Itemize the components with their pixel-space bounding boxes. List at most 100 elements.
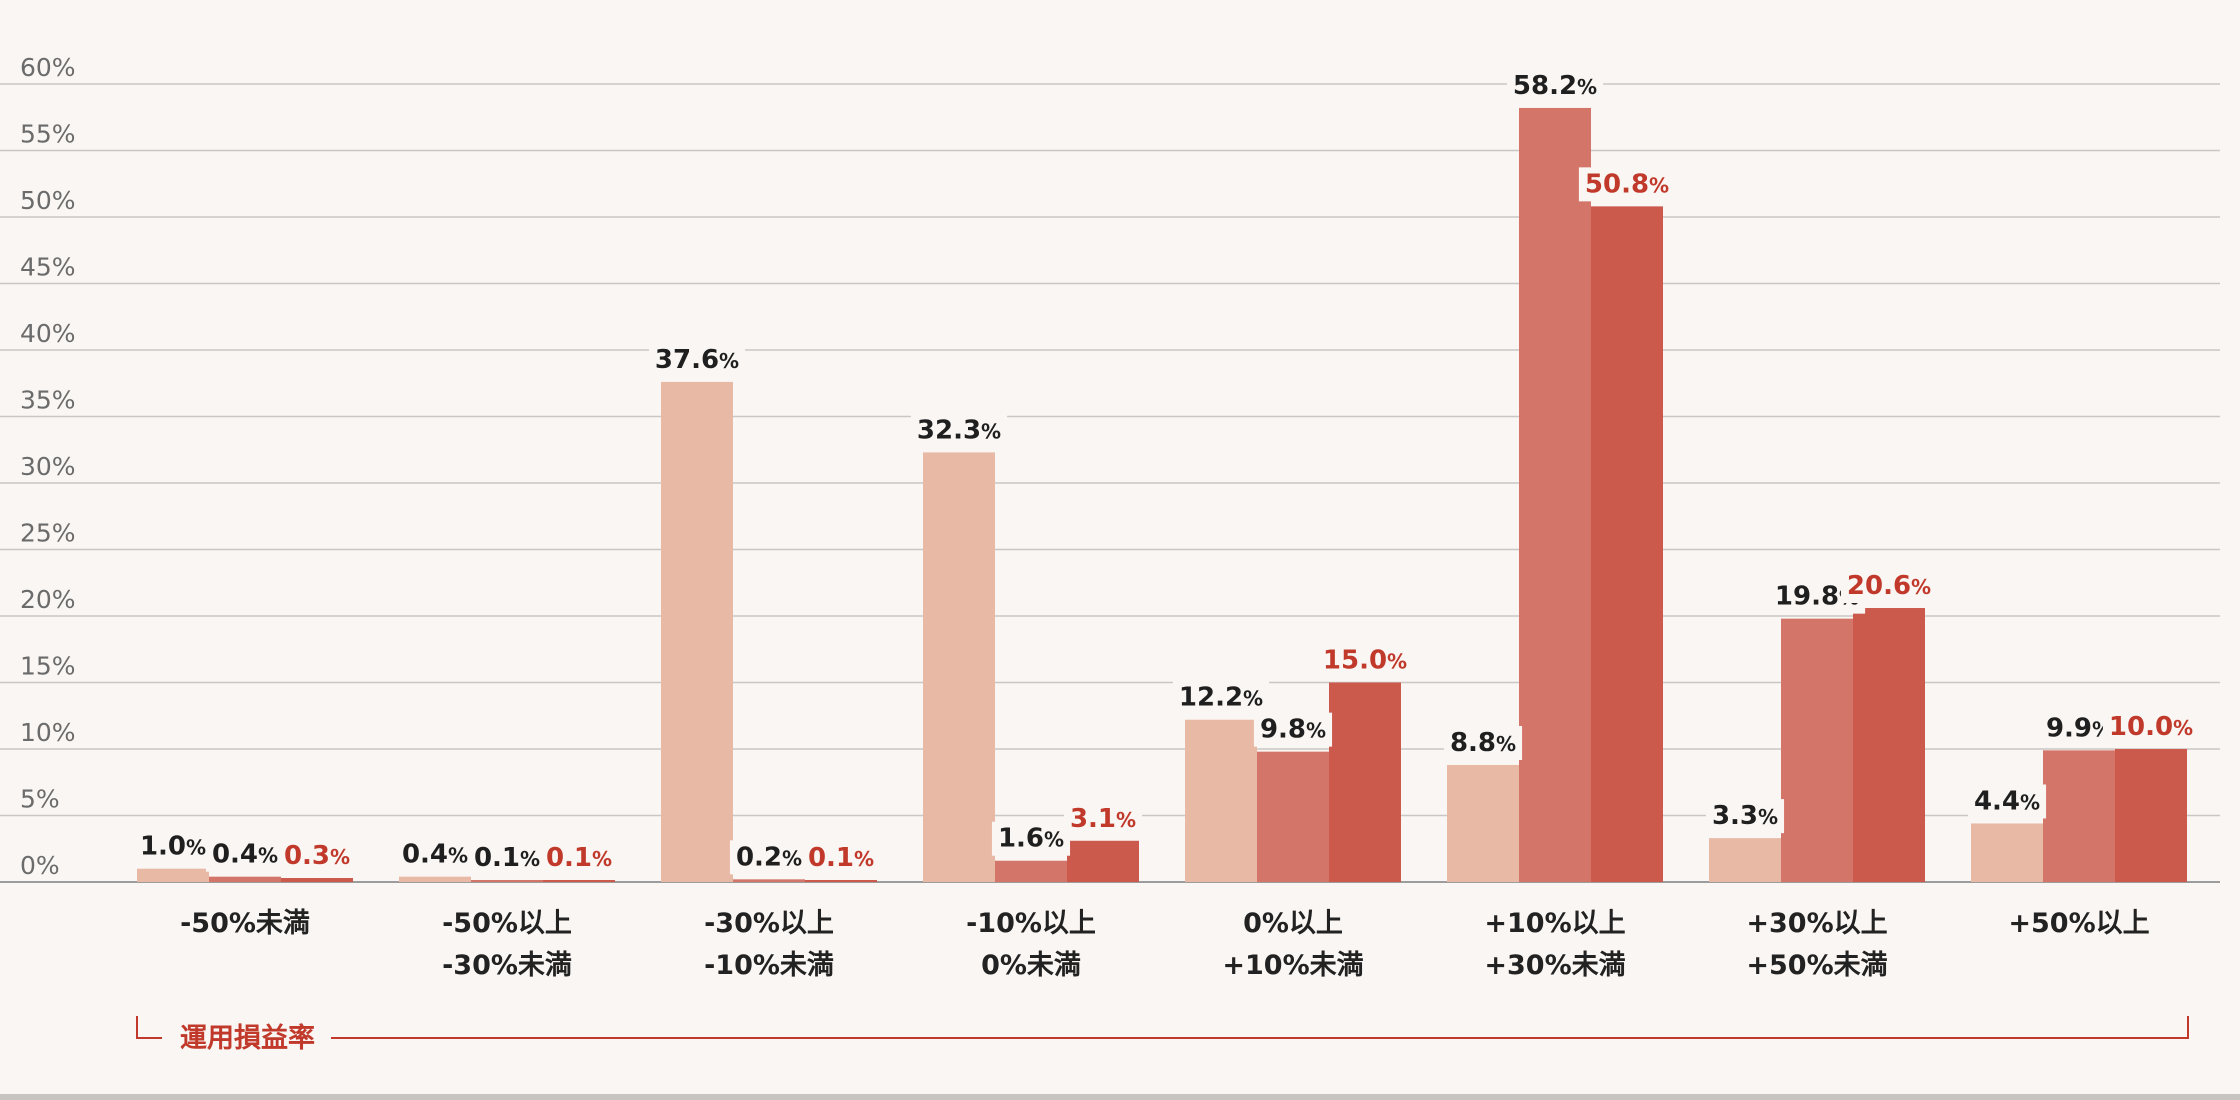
- bar: [1067, 840, 1139, 882]
- data-label: 0.1%: [808, 843, 874, 873]
- x-tick-label: 0%未満: [981, 950, 1081, 981]
- bars: [137, 107, 2187, 883]
- bar: [733, 879, 805, 882]
- bar: [209, 876, 281, 882]
- x-tick-label: +10%未満: [1222, 950, 1363, 981]
- bracket-right-line: [331, 1016, 2189, 1039]
- data-label-background: [1253, 712, 1333, 747]
- data-label-background: [467, 841, 547, 875]
- y-axis-ticks: 0% 5% 10% 15% 20% 25% 30% 35% 40% 45% 50% 55% 60%: [20, 53, 76, 880]
- bottom-divider: [0, 1094, 2240, 1100]
- bar: [2043, 750, 2115, 882]
- bar: [805, 880, 877, 882]
- data-label-background: [539, 841, 619, 875]
- bar: [1447, 764, 1519, 882]
- bar: [137, 868, 209, 882]
- data-label: 37.6%: [655, 345, 739, 375]
- data-label: 20.6%: [1847, 571, 1931, 601]
- data-label: 58.2%: [1513, 71, 1597, 101]
- x-tick-label: -10%以上: [966, 908, 1096, 939]
- y-tick-label: 60%: [20, 53, 76, 82]
- data-label-background: [648, 342, 746, 377]
- x-tick-label: 0%以上: [1243, 908, 1343, 939]
- x-tick-label: +50%未満: [1746, 950, 1887, 981]
- gridlines: [0, 83, 2220, 883]
- data-label: 0.1%: [546, 843, 612, 873]
- data-label: 0.4%: [402, 840, 468, 870]
- data-label: 15.0%: [1323, 646, 1407, 676]
- bar: [543, 880, 615, 882]
- x-tick-label: -50%以上: [442, 908, 572, 939]
- bar: [995, 860, 1067, 882]
- data-label: 50.8%: [1585, 169, 1669, 199]
- bar: [399, 876, 471, 882]
- x-axis-ticks: -50%未満 -50%以上 -30%未満 -30%以上 -10%未満 -10%以上 0%未満…: [180, 908, 2150, 981]
- data-label-background: [2102, 710, 2200, 744]
- data-label-background: [801, 841, 881, 875]
- bar: [281, 878, 353, 882]
- data-label-background: [1506, 68, 1604, 103]
- data-label-background: [395, 837, 475, 872]
- data-label: 3.1%: [1070, 804, 1136, 834]
- data-label-background: [910, 413, 1008, 448]
- bar: [1709, 838, 1781, 882]
- data-label-background: [133, 829, 213, 864]
- y-tick-label: 15%: [20, 652, 76, 681]
- x-tick-label: +10%以上: [1484, 908, 1625, 939]
- bar: [1185, 719, 1257, 882]
- data-label: 32.3%: [917, 415, 1001, 445]
- data-label: 0.4%: [212, 840, 278, 870]
- data-label: 1.6%: [998, 824, 1064, 854]
- y-tick-label: 20%: [20, 585, 76, 614]
- data-label: 12.2%: [1179, 683, 1263, 713]
- y-tick-label: 50%: [20, 186, 76, 215]
- bar: [1519, 107, 1591, 882]
- data-label: 0.2%: [736, 842, 802, 872]
- data-label-background: [1443, 725, 1523, 760]
- bar: [661, 381, 733, 882]
- x-axis-bracket: 運用損益率: [136, 1016, 2189, 1054]
- y-tick-label: 30%: [20, 452, 76, 481]
- data-label: 0.3%: [284, 841, 350, 871]
- x-tick-label: +30%以上: [1746, 908, 1887, 939]
- bar: [1853, 608, 1925, 882]
- data-label-background: [729, 840, 809, 875]
- data-label-background: [1705, 799, 1785, 834]
- bar: [923, 452, 995, 882]
- data-label: 4.4%: [1974, 786, 2040, 816]
- x-tick-label: -30%以上: [704, 908, 834, 939]
- data-label: 9.8%: [1260, 715, 1326, 745]
- y-tick-label: 10%: [20, 718, 76, 747]
- y-tick-label: 45%: [20, 253, 76, 282]
- y-tick-label: 35%: [20, 386, 76, 415]
- x-tick-label: -10%未満: [704, 950, 834, 981]
- data-labels: 1.0% 0.4% 0.3% 0.4% 0.1% 0.1%37.6%0.2% 0.1%32.…: [133, 68, 2200, 875]
- x-tick-label: +50%以上: [2008, 908, 2149, 939]
- x-tick-label: -50%未満: [180, 908, 310, 939]
- bar: [2115, 749, 2187, 882]
- y-tick-label: 5%: [20, 785, 60, 814]
- y-tick-label: 55%: [20, 120, 76, 149]
- y-tick-label: 25%: [20, 519, 76, 548]
- data-label: 9.9%: [2046, 713, 2112, 743]
- data-label-background: [205, 837, 285, 872]
- x-tick-label: +30%未満: [1484, 950, 1625, 981]
- y-tick-label: 0%: [20, 851, 60, 880]
- bar: [1591, 206, 1663, 883]
- data-label: 1.0%: [140, 832, 206, 862]
- bracket-left-line: [136, 1016, 162, 1039]
- x-axis-title: 運用損益率: [180, 1022, 315, 1054]
- bar: [1781, 618, 1853, 882]
- data-label: 3.3%: [1712, 801, 1778, 831]
- data-label-background: [1063, 801, 1143, 836]
- y-tick-label: 40%: [20, 319, 76, 348]
- data-label-background: [1967, 784, 2047, 819]
- data-label: 8.8%: [1450, 728, 1516, 758]
- data-label-background: [1172, 680, 1270, 715]
- bar: [1257, 751, 1329, 882]
- bar: [1971, 823, 2043, 882]
- data-label-background: [1578, 167, 1676, 202]
- x-tick-label: -30%未満: [442, 950, 572, 981]
